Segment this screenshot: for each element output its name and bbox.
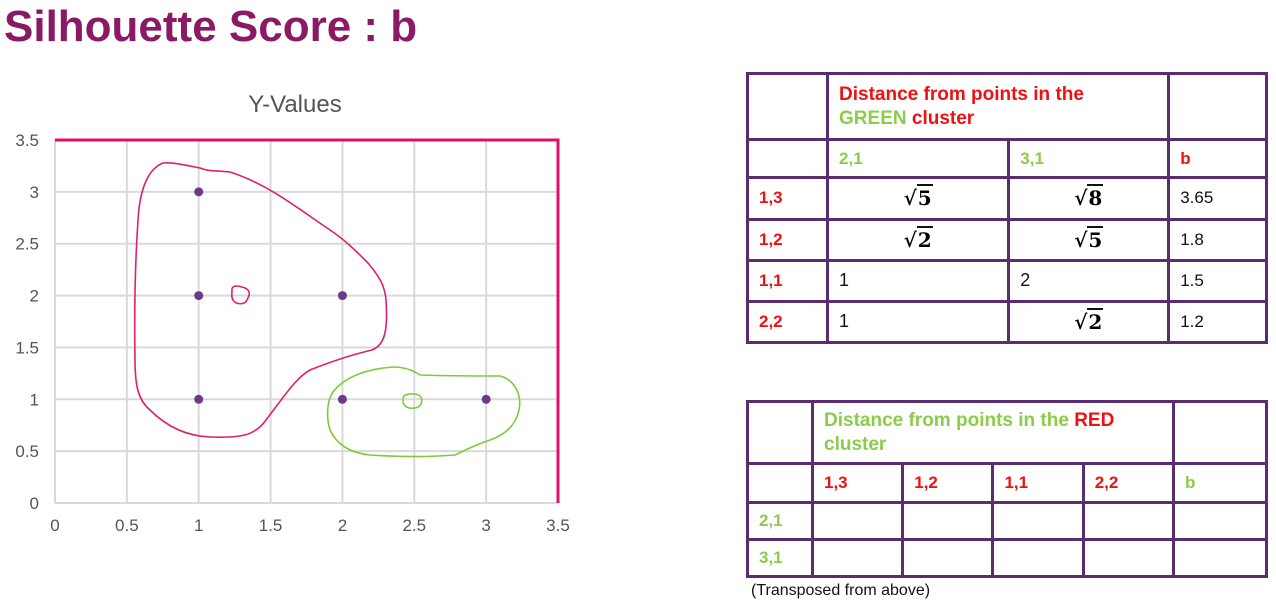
data-points: [194, 187, 491, 404]
green-table-subheader-empty: [745, 138, 830, 180]
chart-ticks: 0 0.5 1 1.5 2 2.5 3 3.5 0 0.5 1 1.5 2 2.5 3 3.5: [15, 131, 569, 535]
green-centroid-mark: [402, 393, 423, 410]
x-tick-label: 2: [338, 516, 347, 535]
red-col: 1,1: [991, 462, 1085, 504]
x-tick-label: 2.5: [402, 516, 426, 535]
y-tick-label: 3: [30, 183, 39, 202]
green-table-header: Distance from points in the GREEN cluste…: [826, 71, 1171, 142]
y-tick-label: 2: [30, 287, 39, 306]
green-cluster-outline: [326, 366, 521, 458]
distance-cell: √2: [826, 217, 1011, 262]
y-tick-label: 2.5: [15, 235, 39, 254]
x-tick-label: 3: [481, 516, 490, 535]
y-tick-label: 3.5: [15, 131, 39, 150]
y-tick-label: 0.5: [15, 442, 39, 461]
data-point: [481, 394, 491, 404]
x-tick-label: 0: [50, 516, 59, 535]
row-label: 1,2: [745, 217, 830, 262]
green-table-corner: [745, 71, 830, 142]
x-tick-label: 1.5: [259, 516, 283, 535]
page-title: Silhouette Score : b: [4, 2, 418, 51]
b-value-cell: 1.5: [1167, 258, 1268, 303]
row-label: 2,2: [745, 299, 830, 345]
green-col-3-1: 3,1: [1007, 138, 1171, 180]
empty-cell: [1081, 537, 1176, 579]
red-table-corner: [746, 399, 814, 466]
x-tick-label: 1: [194, 516, 203, 535]
empty-cell: [991, 537, 1085, 579]
red-centroid-mark: [230, 285, 251, 305]
data-point: [337, 394, 347, 404]
row-label: 2,1: [746, 500, 814, 541]
green-table-row: 2,2 1 √2 1.2: [745, 299, 1268, 345]
red-cluster-outline: [133, 162, 388, 439]
empty-cell: [991, 500, 1085, 541]
distance-cell: √2: [1007, 299, 1171, 345]
x-tick-label: 3.5: [546, 516, 570, 535]
data-point: [194, 291, 204, 301]
red-col: 1,2: [901, 462, 995, 504]
row-label: 1,3: [745, 176, 830, 221]
x-tick-label: 0.5: [115, 516, 139, 535]
distance-cell: √8: [1007, 176, 1171, 221]
distance-cell: 1: [826, 299, 1011, 345]
empty-cell: [1081, 500, 1176, 541]
green-col-2-1: 2,1: [826, 138, 1011, 180]
b-value-cell: 1.2: [1167, 299, 1268, 345]
data-point: [337, 291, 347, 301]
table-caption: (Transposed from above): [751, 582, 931, 599]
scatter-chart: 0 0.5 1 1.5 2 2.5 3 3.5 0 0.5 1 1.5 2 2.5 3 3.5 Y-Value…: [15, 91, 569, 535]
data-point: [194, 394, 204, 404]
red-table-subheader-empty: [746, 462, 814, 504]
data-point: [194, 187, 204, 197]
b-value-cell: 1.8: [1167, 217, 1268, 262]
row-label: 1,1: [745, 258, 830, 303]
green-table-header-empty: [1167, 71, 1268, 142]
empty-cell: [810, 537, 905, 579]
empty-cell: [901, 500, 995, 541]
distance-cell: √5: [826, 176, 1011, 221]
green-table-row: 1,1 1 2 1.5: [745, 258, 1268, 303]
row-label: 3,1: [746, 537, 814, 579]
red-col-b: b: [1172, 462, 1268, 504]
green-col-b: b: [1167, 138, 1268, 180]
empty-cell: [1172, 537, 1268, 579]
red-distance-table: Distance from points in the RED cluster …: [746, 399, 1268, 579]
green-distance-table: Distance from points in the GREEN cluste…: [745, 71, 1268, 345]
red-table-row: 2,1: [746, 500, 1268, 541]
chart-frame: [55, 138, 560, 503]
y-tick-label: 0: [30, 494, 39, 513]
distance-cell: √5: [1007, 217, 1171, 262]
b-value-cell: 3.65: [1167, 176, 1268, 221]
green-table-row: 1,3 √5 √8 3.65: [745, 176, 1268, 221]
empty-cell: [810, 500, 905, 541]
empty-cell: [1172, 500, 1268, 541]
chart-frame-line: [55, 138, 560, 503]
red-col: 2,2: [1081, 462, 1176, 504]
chart-title: Y-Values: [248, 91, 341, 118]
y-tick-label: 1.5: [15, 338, 39, 357]
chart-grid: [54, 139, 559, 504]
distance-cell: 1: [826, 258, 1011, 303]
red-table-header-empty: [1172, 399, 1268, 466]
distance-cell: 2: [1007, 258, 1171, 303]
y-tick-label: 1: [30, 390, 39, 409]
red-table-row: 3,1: [746, 537, 1268, 579]
red-col: 1,3: [810, 462, 905, 504]
green-table-row: 1,2 √2 √5 1.8: [745, 217, 1268, 262]
empty-cell: [901, 537, 995, 579]
red-table-header: Distance from points in the RED cluster: [811, 399, 1175, 466]
